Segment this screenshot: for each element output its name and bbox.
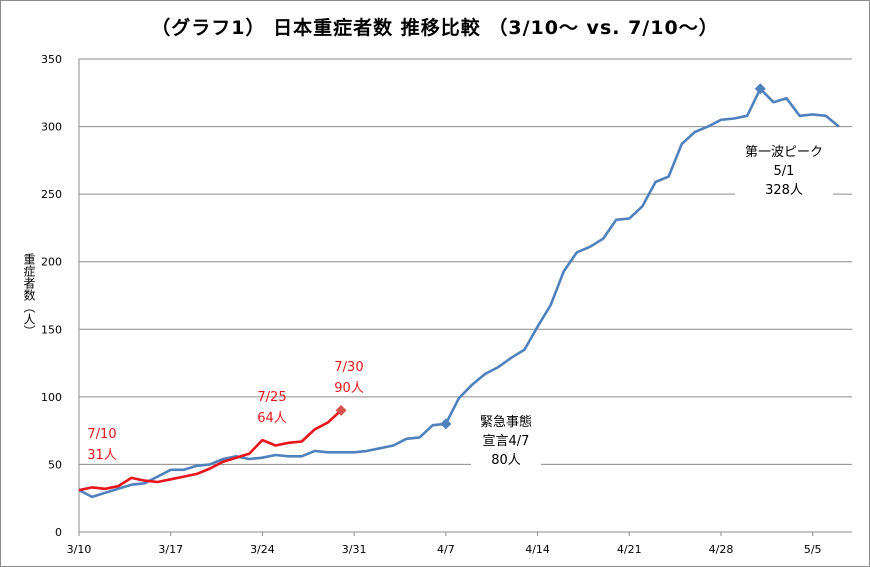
annotation-label-july25: 7/25 [257, 390, 286, 405]
x-tick-label: 4/7 [437, 543, 455, 556]
annotation-label-peak: 第一波ピーク [745, 145, 823, 160]
annotation-box [471, 409, 541, 474]
annotation-label-peak: 328人 [765, 183, 803, 198]
annotation-label-emergency: 緊急事態 [480, 414, 532, 430]
marker-july30 [335, 404, 347, 416]
annotation-label-july30: 7/30 [334, 360, 363, 375]
y-axis-label: 重症者数（人） [22, 253, 36, 337]
x-tick-label: 5/5 [804, 543, 822, 556]
annotation-label-july10: 31人 [87, 448, 117, 463]
x-tick-label: 4/28 [709, 543, 734, 556]
y-tick-label: 150 [41, 323, 62, 336]
annotation-label-july25: 64人 [257, 411, 287, 426]
x-tick-label: 3/31 [342, 543, 367, 556]
x-tick-label: 3/17 [158, 543, 183, 556]
annotation-box [735, 139, 833, 204]
chart-title: （グラフ1） 日本重症者数 推移比較 （3/10～ vs. 7/10～） [151, 17, 719, 39]
y-tick-label: 300 [41, 121, 62, 134]
marker-peak [754, 83, 766, 95]
x-tick-label: 4/21 [617, 543, 642, 556]
annotation-label-emergency: 宣言4/7 [483, 433, 530, 449]
y-tick-label: 100 [41, 391, 62, 404]
annotation-label-emergency: 80人 [491, 453, 521, 468]
y-tick-label: 50 [48, 458, 62, 471]
y-tick-label: 350 [41, 53, 62, 66]
x-tick-label: 3/24 [250, 543, 275, 556]
annotation-label-july30: 90人 [334, 381, 364, 396]
marker-emergency [440, 418, 452, 430]
y-tick-label: 200 [41, 256, 62, 269]
series-line-1 [78, 409, 342, 492]
y-tick-label: 0 [55, 526, 62, 539]
y-tick-label: 250 [41, 188, 62, 201]
annotation-label-peak: 5/1 [774, 164, 795, 179]
x-tick-label: 3/10 [67, 543, 92, 556]
series-line-0 [78, 87, 840, 499]
annotation-label-july10: 7/10 [87, 427, 116, 442]
x-tick-label: 4/14 [525, 543, 550, 556]
